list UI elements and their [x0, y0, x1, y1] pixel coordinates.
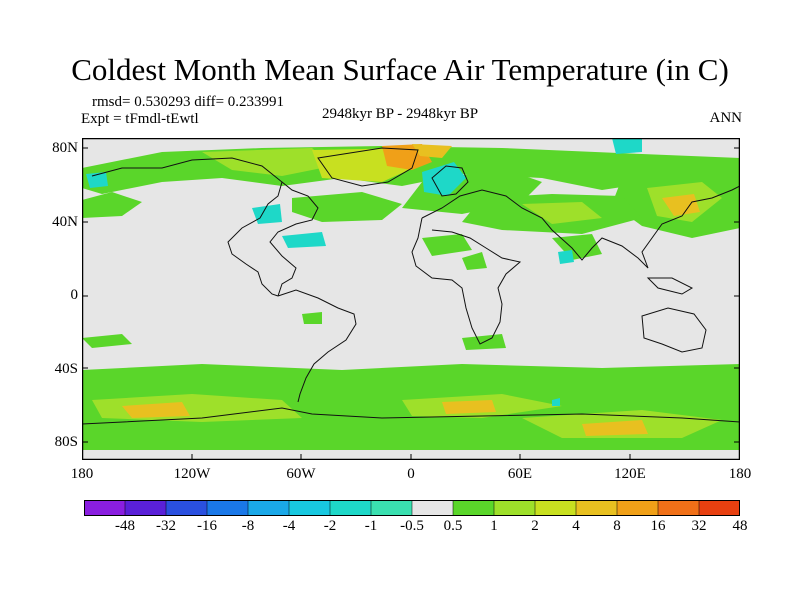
colorbar-label: 48	[732, 518, 748, 534]
scandinavia-coast	[431, 165, 469, 197]
y-tick-80s: 80S	[54, 434, 78, 450]
colorbar-swatch	[698, 500, 740, 516]
so-cool-spot	[552, 398, 560, 406]
x-tick-0: 0	[407, 466, 415, 482]
colorbar-swatch	[247, 500, 290, 516]
x-tick-marks	[191, 454, 631, 460]
colorbar-swatches	[84, 500, 740, 516]
colorbar-label: -4	[282, 518, 296, 534]
colorbar-swatch	[84, 500, 126, 516]
colorbar-swatch	[124, 500, 167, 516]
x-tick-60w: 60W	[286, 466, 316, 482]
colorbar-swatch	[329, 500, 372, 516]
india-cool	[558, 250, 574, 264]
y-tick-marks	[82, 147, 740, 443]
greenland-coast	[317, 147, 419, 187]
colorbar-label: 32	[691, 518, 707, 534]
n-africa-green	[462, 252, 487, 270]
colorbar-label: -2	[323, 518, 337, 534]
india-green	[552, 234, 602, 260]
scandinavia-cool	[422, 162, 466, 196]
colorbar-label: -32	[156, 518, 176, 534]
time-period-label: 2948kyr BP - 2948kyr BP	[321, 106, 479, 122]
siberia-warm	[662, 194, 700, 216]
y-tick-80n: 80N	[52, 140, 78, 156]
colorbar-label: 0.5	[443, 518, 463, 534]
colorbar-frame	[84, 500, 740, 516]
so-warm-mid	[442, 400, 496, 414]
y-tick-40s: 40S	[54, 361, 78, 377]
n-america-coast	[91, 157, 283, 297]
indonesia-coast	[646, 277, 694, 295]
y-tick-0: 0	[70, 287, 79, 303]
colorbar	[84, 500, 740, 516]
x-tick-180w: 180	[70, 466, 94, 482]
greenland-warm	[412, 144, 452, 158]
s-america-coast	[277, 289, 357, 403]
eurasia-yellowgreen	[522, 202, 602, 224]
colorbar-label: -8	[241, 518, 255, 534]
colorbar-swatch	[411, 500, 454, 516]
season-label: ANN	[709, 110, 743, 126]
n-america-east-coast	[269, 181, 319, 297]
so-warm-west	[122, 402, 190, 418]
colorbar-swatch	[206, 500, 249, 516]
colorbar-swatch	[616, 500, 659, 516]
x-tick-180e: 180	[728, 466, 752, 482]
colorbar-swatch	[288, 500, 331, 516]
alaska-cool	[86, 172, 108, 188]
colorbar-swatch	[657, 500, 700, 516]
colorbar-swatch	[165, 500, 208, 516]
colorbar-label: 1	[490, 518, 498, 534]
nw-pacific-green	[82, 192, 142, 218]
colorbar-label: -1	[364, 518, 378, 534]
colorbar-label: 16	[650, 518, 666, 534]
colorbar-label: 8	[613, 518, 621, 534]
canada-cool	[252, 204, 282, 224]
colorbar-label: 2	[531, 518, 539, 534]
colorbar-label: 4	[572, 518, 580, 534]
eurasia-south-coast	[421, 185, 740, 269]
africa-coast	[411, 217, 522, 345]
y-tick-40n: 40N	[52, 214, 78, 230]
colorbar-swatch	[370, 500, 413, 516]
temperature-map	[82, 138, 740, 460]
experiment-label: Expt = tFmdl-tEwtl	[81, 111, 199, 127]
colorbar-swatch	[534, 500, 577, 516]
arctic-cool	[612, 138, 642, 154]
arctic-yellowgreen	[202, 148, 332, 176]
colorbar-swatch	[452, 500, 495, 516]
n-america-green	[292, 192, 402, 222]
n-atlantic-cool	[282, 232, 326, 248]
antarctica-coast	[82, 407, 740, 425]
so-warm-east	[582, 420, 648, 436]
coastlines	[82, 147, 740, 425]
rmsd-diff-stats: rmsd= 0.530293 diff= 0.233991	[92, 94, 285, 110]
s-america-green	[302, 312, 322, 324]
colorbar-swatch	[575, 500, 618, 516]
anomaly-field	[82, 138, 740, 450]
colorbar-label: -0.5	[400, 518, 424, 534]
colorbar-swatch	[493, 500, 536, 516]
australia-coast	[641, 307, 707, 353]
chart-title: Coldest Month Mean Surface Air Temperatu…	[71, 52, 729, 87]
x-tick-60e: 60E	[507, 466, 533, 482]
x-tick-120w: 120W	[173, 466, 211, 482]
sahara-green	[422, 234, 472, 256]
colorbar-label: -48	[115, 518, 135, 534]
s-pacific-green	[82, 334, 132, 348]
colorbar-label: -16	[197, 518, 217, 534]
x-tick-120e: 120E	[614, 466, 646, 482]
